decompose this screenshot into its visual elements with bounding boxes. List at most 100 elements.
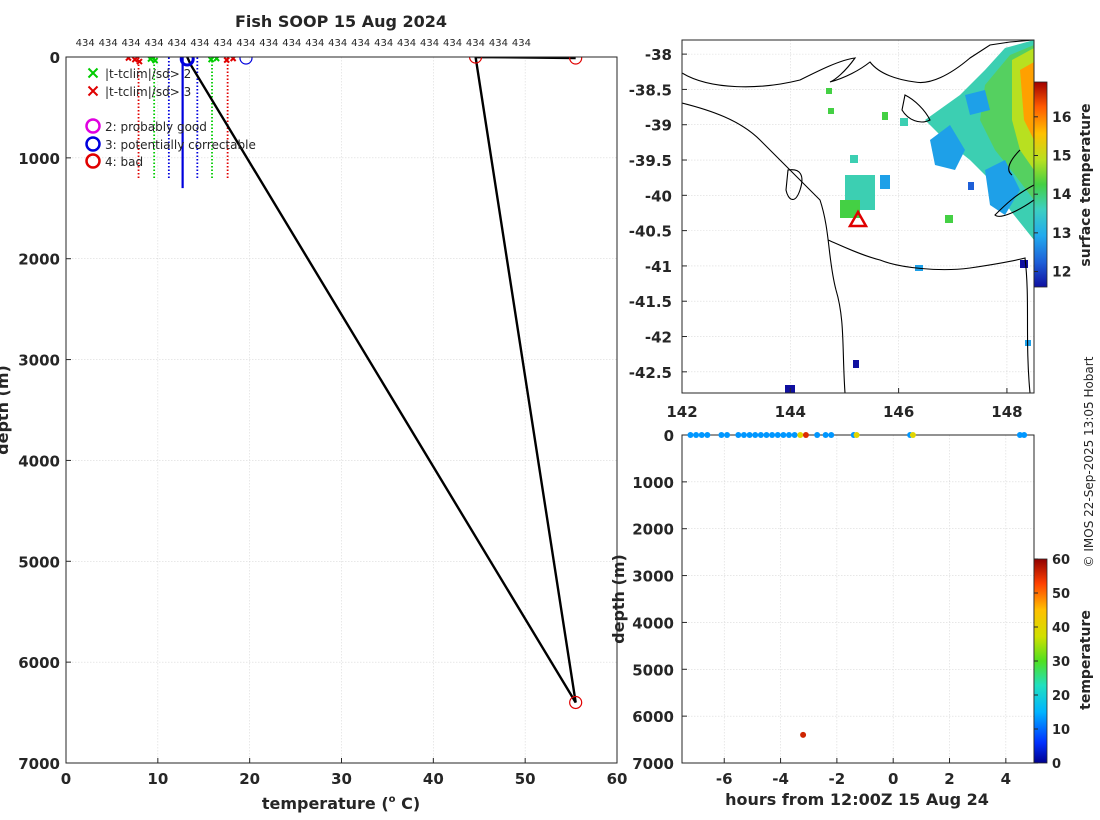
surface-x-marker — [125, 57, 132, 62]
map-y-tick-label: -41 — [645, 258, 672, 276]
profile-count-label: 434 — [99, 38, 118, 49]
surface-x-marker — [136, 58, 143, 65]
profile-count-label: 434 — [420, 38, 439, 49]
temperature-colorbar-tick: 50 — [1052, 587, 1070, 602]
copyright-text: © IMOS 22-Sep-2025 13:05 Hobart — [1082, 356, 1096, 567]
legend-circle-marker — [85, 118, 101, 134]
map-x-tick-label: 142 — [666, 403, 697, 421]
scatter-x-tick-label: -2 — [829, 770, 846, 788]
y-tick-label: 4000 — [18, 452, 60, 470]
surface-x-marker — [229, 57, 237, 62]
surface-x-marker — [151, 57, 159, 64]
flag-circle — [468, 57, 483, 64]
scatter-point — [786, 432, 793, 438]
map-x-tick-label: 148 — [991, 403, 1022, 421]
scatter-point — [763, 432, 770, 438]
sst-colorbar-tick: 14 — [1052, 187, 1072, 203]
sst-colorbar-tick: 16 — [1052, 110, 1071, 126]
map-x-tick-label: 144 — [775, 403, 806, 421]
scatter-point — [909, 432, 916, 438]
sst-colorbar-tick: 15 — [1052, 148, 1071, 164]
scatter-point — [718, 432, 725, 438]
profile-count-label: 434 — [374, 38, 393, 49]
map-y-tick-label: -38 — [645, 46, 672, 64]
flag-circle — [239, 57, 253, 65]
scatter-y-tick-label: 6000 — [632, 708, 674, 726]
map-y-tick-label: -38.5 — [629, 81, 672, 99]
temperature-colorbar-tick: 40 — [1052, 621, 1070, 636]
sea-surface-temperature-map: 142 144 146 148 -38 -38.5 -39 -39.5 -40 -40.5 -41 -… — [629, 39, 1094, 421]
scatter-x-axis-label: hours from 12:00Z 15 Aug 24 — [725, 790, 989, 809]
temperature-colorbar-tick: 10 — [1052, 723, 1070, 738]
scatter-y-tick-label: 3000 — [632, 568, 674, 586]
legend-label: 4: bad — [105, 155, 143, 169]
legend-label: 2: probably good — [105, 120, 207, 134]
profile-count-label: 434 — [76, 38, 95, 49]
scatter-y-tick-label: 4000 — [632, 614, 674, 632]
scatter-point — [828, 432, 835, 438]
legend-x-marker — [87, 67, 99, 79]
legend: |t-tclim|/sd> 2 |t-tclim|/sd> 3 2: probabl… — [85, 67, 256, 169]
scatter-point — [1016, 432, 1023, 438]
scatter-point — [687, 432, 694, 438]
profile-count-label: 434 — [351, 38, 370, 49]
scatter-point — [791, 432, 798, 438]
profile-count-label: 434 — [213, 38, 232, 49]
scatter-x-tick-label: -4 — [772, 770, 789, 788]
legend-circle-marker — [85, 136, 101, 152]
scatter-point — [752, 432, 759, 438]
profile-count-label: 434 — [282, 38, 301, 49]
scatter-point — [780, 432, 787, 438]
scatter-y-tick-label: 5000 — [632, 661, 674, 679]
profile-line — [186, 57, 577, 704]
legend-label: |t-tclim|/sd> 2 — [105, 67, 191, 81]
surface-x-marker — [131, 57, 139, 63]
profile-count-label: 434 — [397, 38, 416, 49]
scatter-y-axis-label: depth (m) — [609, 554, 628, 644]
y-axis-label: depth (m) — [0, 365, 12, 455]
map-y-tick-label: -42.5 — [629, 364, 672, 382]
flag-circle — [569, 695, 583, 710]
map-y-tick-label: -39.5 — [629, 152, 672, 170]
profile-count-label: 434 — [167, 38, 186, 49]
temperature-colorbar: 0 10 20 30 40 50 60 — [1033, 553, 1070, 772]
map-y-tick-label: -40.5 — [629, 223, 672, 241]
scatter-x-tick-label: 2 — [944, 770, 954, 788]
scatter-point — [757, 432, 764, 438]
temperature-colorbar-label: temperature — [1078, 610, 1094, 710]
scatter-point — [698, 432, 705, 438]
sst-colorbar-tick: 13 — [1052, 226, 1071, 242]
temperature-colorbar-tick: 0 — [1052, 757, 1061, 772]
profile-count-label: 434 — [489, 38, 508, 49]
profile-count-label: 434 — [190, 38, 209, 49]
temperature-colorbar-tick: 60 — [1052, 553, 1070, 568]
profile-count-label: 434 — [236, 38, 255, 49]
scatter-axes-frame — [681, 434, 1035, 764]
y-tick-label: 7000 — [18, 755, 60, 773]
sst-colorbar: 12 13 14 15 16 — [1033, 81, 1072, 288]
scatter-point — [740, 432, 747, 438]
profile-count-label: 434 — [259, 38, 278, 49]
x-tick-label: 60 — [607, 770, 628, 788]
profile-count-label: 434 — [328, 38, 347, 49]
profile-count-label: 434 — [122, 38, 141, 49]
map-y-tick-label: -42 — [645, 329, 672, 347]
scatter-y-tick-label: 0 — [664, 427, 674, 445]
map-y-tick-label: -39 — [645, 117, 672, 135]
sst-heatmap — [785, 40, 1034, 393]
profile-count-label: 434 — [512, 38, 531, 49]
location-triangle-marker — [847, 209, 869, 228]
surface-x-marker — [223, 57, 230, 64]
scatter-point — [822, 432, 829, 438]
surface-x-marker — [213, 57, 220, 62]
scatter-point — [735, 432, 742, 438]
x-tick-label: 20 — [239, 770, 260, 788]
map-x-tick-label: 146 — [883, 403, 914, 421]
scatter-point — [704, 432, 711, 438]
flag-circle — [179, 57, 195, 67]
scatter-point — [1021, 432, 1028, 438]
legend-label: |t-tclim|/sd> 3 — [105, 85, 191, 99]
temperature-colorbar-tick: 20 — [1052, 689, 1070, 704]
temperature-colorbar-tick: 30 — [1052, 655, 1070, 670]
